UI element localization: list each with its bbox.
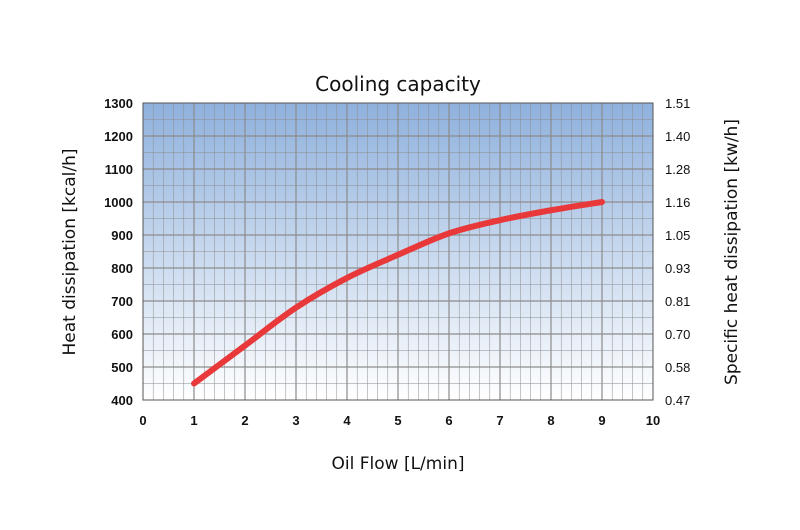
y-axis-label: Heat dissipation [kcal/h]: [60, 149, 80, 356]
x-tick-label: 4: [343, 413, 351, 428]
series-layer: [191, 199, 605, 387]
y-tick-label: 500: [111, 360, 133, 375]
x-tick-label: 9: [598, 413, 605, 428]
y-tick-label: 1200: [104, 129, 133, 144]
x-tick-labels: 0 1 2 3 4 5 6 7 8 9 10: [139, 413, 660, 428]
y2-tick-label: 1.40: [665, 129, 690, 144]
plot-frame: [142, 102, 654, 401]
y-tick-label: 1300: [104, 96, 133, 111]
y2-tick-label: 1.28: [665, 162, 690, 177]
y2-tick-label: 0.70: [665, 327, 690, 342]
y2-tick-label: 1.16: [665, 195, 690, 210]
y-tick-label: 1100: [105, 162, 133, 177]
y-tick-label: 800: [111, 261, 133, 276]
chart-title: Cooling capacity: [315, 72, 481, 96]
x-tick-label: 1: [190, 413, 197, 428]
x-tick-label: 0: [139, 413, 146, 428]
y2-tick-label: 0.81: [665, 294, 690, 309]
y2-tick-label: 0.58: [665, 360, 690, 375]
y2-tick-labels: 0.47 0.58 0.70 0.81 0.93 1.05 1.16 1.28 1.40 1.51: [665, 96, 690, 408]
y-tick-label: 1000: [104, 195, 133, 210]
x-tick-label: 6: [445, 413, 452, 428]
y2-tick-label: 0.47: [665, 393, 690, 408]
x-tick-label: 2: [241, 413, 248, 428]
x-axis-label: Oil Flow [L/min]: [332, 454, 465, 474]
y2-tick-label: 1.05: [665, 228, 690, 243]
x-tick-label: 7: [496, 413, 503, 428]
y2-axis-label: Specific heat dissipation [kw/h]: [722, 119, 742, 385]
x-tick-label: 8: [547, 413, 554, 428]
x-tick-label: 5: [394, 413, 401, 428]
y2-tick-label: 0.93: [665, 261, 690, 276]
y-tick-labels: 400 500 600 700 800 900 1000 1100 1200 1300: [104, 96, 133, 408]
y-tick-label: 700: [111, 294, 133, 309]
series-line: [191, 199, 605, 387]
y-tick-label: 900: [111, 228, 133, 243]
x-tick-label: 3: [292, 413, 299, 428]
y2-tick-label: 1.51: [665, 96, 690, 111]
x-tick-label: 10: [646, 413, 660, 428]
grid-lines: [143, 103, 653, 400]
y-tick-label: 400: [111, 393, 133, 408]
y-tick-label: 600: [111, 327, 133, 342]
